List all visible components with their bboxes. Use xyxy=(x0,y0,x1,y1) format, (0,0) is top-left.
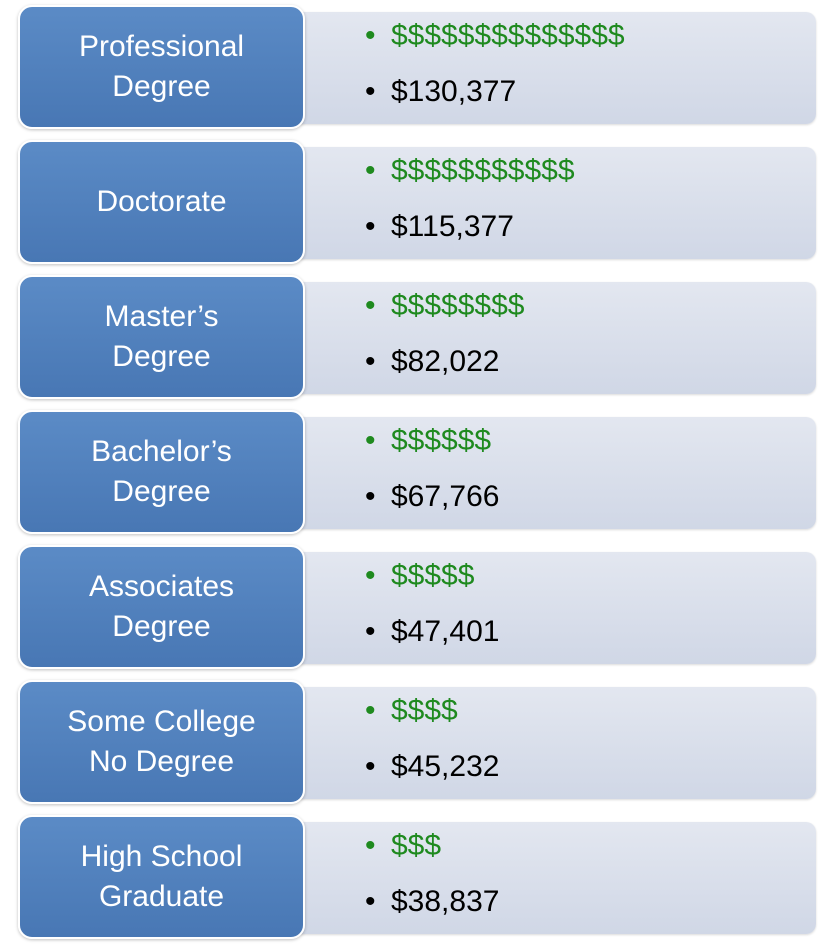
dollar-bar-item: • $$$$$ xyxy=(365,559,474,593)
label-line: Bachelor’s xyxy=(91,435,232,468)
info-panel xyxy=(290,147,816,259)
label-line: High School xyxy=(80,840,243,873)
income-amount-item: • $130,377 xyxy=(365,75,516,109)
degree-row: Professional Degree • $$$$$$$$$$$$$$ • $130,3… xyxy=(0,5,823,133)
dollar-bar: $$$$$ xyxy=(391,559,475,592)
bullet: • xyxy=(365,345,376,378)
bullet: • xyxy=(365,19,376,52)
income-amount-item: • $45,232 xyxy=(365,750,499,784)
label-line: Doctorate xyxy=(96,185,227,218)
dollar-bar-item: • $$$$$$$$$$$$$$ xyxy=(365,19,625,53)
income-amount: $130,377 xyxy=(391,75,517,108)
dollar-bar-item: • $$$$$$$$$$$ xyxy=(365,154,575,188)
dollar-bar-item: • $$$$ xyxy=(365,694,458,728)
income-amount: $82,022 xyxy=(391,345,500,378)
dollar-bar: $$$$ xyxy=(391,694,458,727)
bullet: • xyxy=(365,289,376,322)
bullet: • xyxy=(365,424,376,457)
label-line: Degree xyxy=(112,340,211,373)
info-panel xyxy=(290,687,816,799)
income-amount-item: • $47,401 xyxy=(365,615,499,649)
label-line: Degree xyxy=(112,475,211,508)
bullet: • xyxy=(365,154,376,187)
income-amount-item: • $82,022 xyxy=(365,345,499,379)
degree-label: Doctorate xyxy=(18,140,305,264)
label-line: Degree xyxy=(112,70,211,103)
income-amount-item: • $67,766 xyxy=(365,480,499,514)
dollar-bar: $$$$$$$$ xyxy=(391,289,525,322)
label-line: No Degree xyxy=(88,745,235,778)
bullet: • xyxy=(365,694,376,727)
info-panel xyxy=(290,282,816,394)
degree-row: Some College No Degree • $$$$ • $45,232 xyxy=(0,680,823,808)
bullet: • xyxy=(365,750,376,783)
info-panel xyxy=(290,822,816,934)
dollar-bar-item: • $$$$$$$$ xyxy=(365,289,524,323)
bullet: • xyxy=(365,75,376,108)
degree-label: Professional Degree xyxy=(18,5,305,129)
degree-label: Bachelor’s Degree xyxy=(18,410,305,534)
info-panel xyxy=(290,552,816,664)
dollar-bar: $$$$$$$$$$$$$$ xyxy=(391,19,625,52)
label-line: Master’s xyxy=(104,300,219,333)
degree-row: Associates Degree • $$$$$ • $47,401 xyxy=(0,545,823,673)
label-line: Associates xyxy=(88,570,235,603)
degree-label: Master’s Degree xyxy=(18,275,305,399)
degree-label: Some College No Degree xyxy=(18,680,305,804)
dollar-bar-item: • $$$ xyxy=(365,829,441,863)
degree-row: Doctorate • $$$$$$$$$$$ • $115,377 xyxy=(0,140,823,268)
bullet: • xyxy=(365,829,376,862)
bullet: • xyxy=(365,480,376,513)
bullet: • xyxy=(365,885,376,918)
degree-row: Master’s Degree • $$$$$$$$ • $82,022 xyxy=(0,275,823,403)
bullet: • xyxy=(365,615,376,648)
label-line: Some College xyxy=(67,705,256,738)
income-amount: $45,232 xyxy=(391,750,500,783)
label-line: Graduate xyxy=(98,880,225,913)
degree-label: Associates Degree xyxy=(18,545,305,669)
degree-row: High School Graduate • $$$ • $38,837 xyxy=(0,815,823,943)
income-amount: $67,766 xyxy=(391,480,500,513)
income-amount: $115,377 xyxy=(391,210,514,243)
info-panel xyxy=(290,417,816,529)
bullet: • xyxy=(365,559,376,592)
degree-row: Bachelor’s Degree • $$$$$$ • $67,766 xyxy=(0,410,823,538)
label-line: Professional xyxy=(78,30,245,63)
income-amount: $38,837 xyxy=(391,885,500,918)
dollar-bar: $$$$$$$$$$$ xyxy=(391,154,575,187)
bullet: • xyxy=(365,210,376,243)
dollar-bar: $$$$$$ xyxy=(391,424,492,457)
info-panel xyxy=(290,12,816,124)
dollar-bar: $$$ xyxy=(391,829,442,862)
income-amount: $47,401 xyxy=(391,615,500,648)
label-line: Degree xyxy=(112,610,211,643)
degree-label: High School Graduate xyxy=(18,815,305,939)
dollar-bar-item: • $$$$$$ xyxy=(365,424,491,458)
income-amount-item: • $115,377 xyxy=(365,210,514,244)
income-amount-item: • $38,837 xyxy=(365,885,499,919)
